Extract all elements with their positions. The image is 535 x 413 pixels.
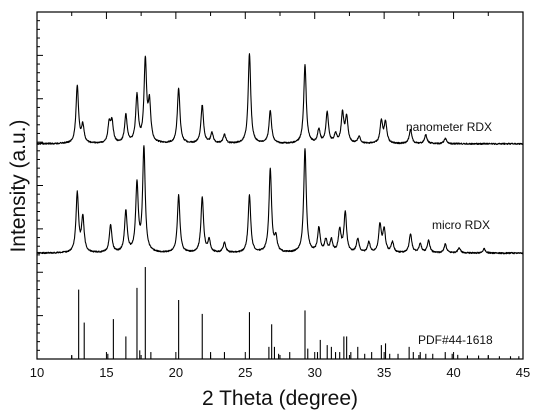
plot-frame [36,11,524,360]
x-tick-label: 15 [99,365,113,380]
x-axis-ticks: 10 15 20 25 30 35 40 45 [30,12,530,380]
y-axis-ticks [37,11,43,360]
x-tick-label: 45 [516,365,530,380]
series-layer [36,53,524,360]
series-label-0: nanometer RDX [406,120,492,134]
y-axis-title: Intensity (a.u.) [7,119,30,252]
series-line-1 [36,145,524,255]
x-tick-label: 40 [446,365,460,380]
series-line-0 [36,53,524,146]
x-tick-label: 30 [307,365,321,380]
x-tick-label: 35 [377,365,391,380]
x-tick-label: 20 [169,365,183,380]
x-tick-label: 25 [238,365,252,380]
x-axis-title: 2 Theta (degree) [202,387,358,410]
series-label-1: micro RDX [432,218,490,232]
series-label-2: PDF#44-1618 [418,333,493,347]
series-labels: nanometer RDX micro RDX PDF#44-1618 [406,120,493,347]
x-tick-label: 10 [30,365,44,380]
